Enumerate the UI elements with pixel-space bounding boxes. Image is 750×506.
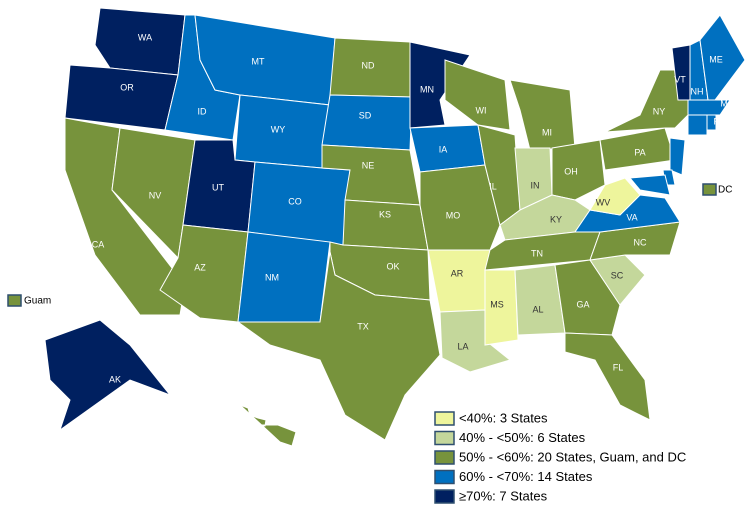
state-label: WY <box>271 124 286 134</box>
state <box>427 249 491 313</box>
state <box>342 199 429 251</box>
state <box>321 94 413 151</box>
state <box>239 404 297 447</box>
state-label: OR <box>120 82 134 92</box>
state-label: NC <box>634 237 647 247</box>
state-label: KY <box>550 214 562 224</box>
state <box>236 251 441 441</box>
state-label: AZ <box>194 262 206 272</box>
state <box>554 259 621 336</box>
state-label: UT <box>212 182 224 192</box>
state-label: LA <box>457 341 468 351</box>
legend-swatch <box>434 450 455 465</box>
state-label: VA <box>626 212 637 222</box>
state-label: MI <box>542 127 552 137</box>
state-label: WA <box>138 32 152 42</box>
state-label: TX <box>357 321 369 331</box>
territory-label: Guam <box>24 296 51 307</box>
state <box>699 14 746 101</box>
state-label: ID <box>198 106 208 116</box>
state-label: CT <box>701 135 713 145</box>
legend-swatch <box>434 489 455 504</box>
state-label: VT <box>674 74 686 84</box>
state <box>44 319 172 432</box>
state-label: AL <box>532 304 543 314</box>
legend-swatch <box>434 469 455 485</box>
legend-label: 40% - <50%: 6 States <box>459 430 586 445</box>
territory-label: DC <box>718 185 732 196</box>
state-label: ND <box>362 60 375 70</box>
state-label: CA <box>92 239 105 249</box>
state-label: KS <box>379 209 391 219</box>
state-label: NH <box>691 86 704 96</box>
state-label: WI <box>476 105 487 115</box>
state-label: MA <box>720 98 734 108</box>
legend-swatch <box>434 430 455 446</box>
state <box>237 231 331 323</box>
state-label: AR <box>451 268 464 278</box>
state-label: RI <box>714 116 723 126</box>
state-label: IL <box>489 181 497 191</box>
state-label: MN <box>420 84 434 94</box>
state-label: NE <box>362 160 375 170</box>
state <box>669 137 686 176</box>
state-label: NV <box>149 190 162 200</box>
state-label: AK <box>109 374 121 384</box>
state-label: PA <box>634 147 645 157</box>
state-label: NJ <box>688 150 699 160</box>
state-label: DE <box>682 174 695 184</box>
state-label: OK <box>386 261 399 271</box>
state-label: NY <box>653 106 666 116</box>
state <box>64 64 179 131</box>
state <box>409 124 486 173</box>
state <box>706 114 717 131</box>
state-label: MT <box>252 56 265 66</box>
state <box>444 59 511 131</box>
state-label: IN <box>531 180 540 190</box>
state-label: WV <box>596 197 611 207</box>
state-label: TN <box>531 248 543 258</box>
state <box>629 174 671 196</box>
state-label: MO <box>446 210 461 220</box>
state-label: MS <box>490 299 504 309</box>
legend-label: 60% - <70%: 14 States <box>459 469 593 484</box>
legend-label: 50% - <60%: 20 States, Guam, and DC <box>459 449 686 464</box>
legend-label: ≥70%: 7 States <box>459 488 548 503</box>
state <box>687 114 708 136</box>
state-label: GA <box>576 299 589 309</box>
state-label: HI <box>241 432 250 442</box>
state-label: ME <box>709 54 723 64</box>
state-label: CO <box>288 196 302 206</box>
legend-swatch <box>434 411 455 426</box>
legend-label: <40%: 3 States <box>459 410 548 425</box>
state <box>551 139 606 201</box>
state-label: NM <box>265 272 279 282</box>
state <box>687 99 731 116</box>
state <box>589 221 681 261</box>
state <box>509 79 576 151</box>
state-label: FL <box>613 362 624 372</box>
state-label: IA <box>439 144 448 154</box>
state <box>564 332 651 421</box>
state-label: SD <box>359 110 372 120</box>
state-label: OH <box>564 166 578 176</box>
territory-swatch <box>7 294 22 307</box>
state-label: SC <box>611 270 624 280</box>
state <box>589 177 641 216</box>
state <box>484 269 519 346</box>
territory-swatch <box>702 183 717 196</box>
state-label: MD <box>680 194 694 204</box>
